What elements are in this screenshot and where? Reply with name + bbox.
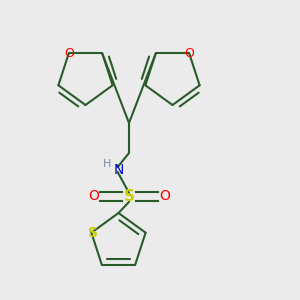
Text: S: S [88,226,98,240]
Text: O: O [159,190,170,203]
Text: O: O [88,190,99,203]
Text: N: N [113,163,124,176]
Text: O: O [64,47,74,60]
Text: S: S [124,189,134,204]
Text: O: O [184,47,194,60]
Text: H: H [103,159,112,169]
